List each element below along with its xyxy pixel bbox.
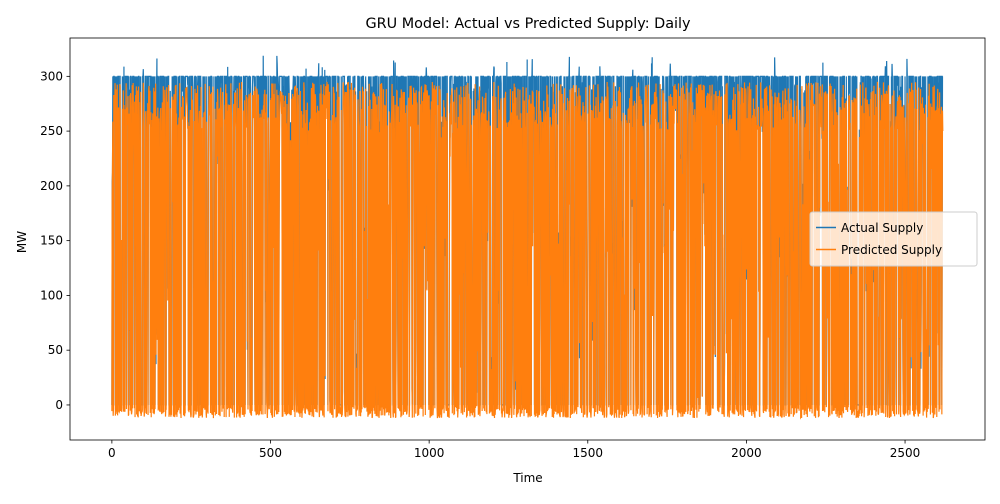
legend: Actual Supply Predicted Supply [809,211,978,267]
plot-area [111,55,944,420]
chart-title: GRU Model: Actual vs Predicted Supply: D… [365,16,691,32]
x-tick-label: 0 [108,446,116,460]
axes: 0 500 1000 1500 2000 2500 0 50 100 150 200 250 300 [40,37,986,460]
x-tick-label: 2500 [890,446,921,460]
y-tick-label: 300 [40,69,63,83]
x-tick-label: 2000 [731,446,762,460]
x-tick-label: 1500 [573,446,604,460]
y-tick-label: 250 [40,124,63,138]
axes-frame [69,37,986,441]
legend-label-actual: Actual Supply [841,221,923,235]
y-axis-label: MW [15,231,29,253]
x-tick-label: 500 [259,446,282,460]
y-tick-label: 0 [55,398,63,412]
y-tick-label: 150 [40,234,63,248]
legend-frame [809,211,978,267]
series-line-predicted-supply [111,81,944,420]
y-tick-label: 100 [40,288,63,302]
y-tick-label: 200 [40,179,63,193]
x-axis-label: Time [512,471,542,485]
x-tick-label: 1000 [414,446,445,460]
y-tick-label: 50 [48,343,63,357]
legend-label-predicted: Predicted Supply [841,243,942,257]
